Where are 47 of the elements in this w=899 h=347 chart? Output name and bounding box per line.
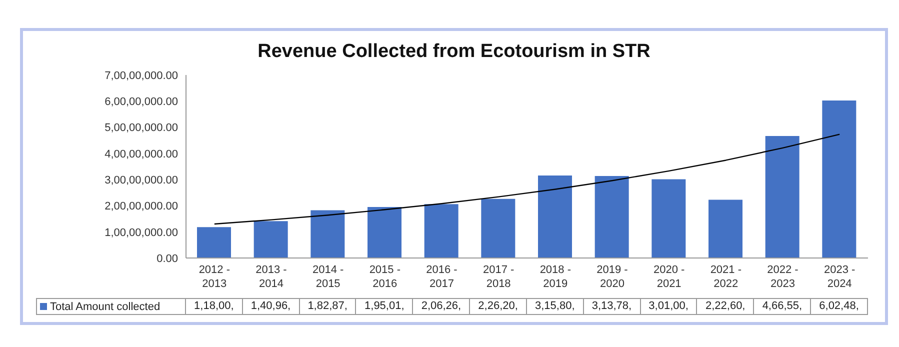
bar — [254, 221, 288, 258]
data-label: 2,26,20, — [470, 298, 527, 315]
x-tick-label: 2019 - 2020 — [596, 264, 628, 290]
y-tick-label: 1,00,00,000.00 — [104, 226, 178, 239]
bar — [424, 204, 458, 258]
x-tick-label: 2012 - 2013 — [198, 264, 230, 290]
y-tick-label: 0.00 — [156, 252, 178, 265]
x-tick-label: 2022 - 2023 — [767, 264, 799, 290]
bar — [765, 136, 800, 258]
y-tick-label: 2,00,00,000.00 — [104, 200, 178, 213]
data-label: 3,01,00, — [640, 298, 698, 315]
bar — [652, 179, 686, 258]
x-tick-label: 2016 - 2017 — [426, 264, 458, 290]
y-tick-label: 6,00,00,000.00 — [104, 96, 178, 108]
data-label: 1,95,01, — [356, 298, 414, 315]
legend-label: Total Amount collected — [50, 300, 160, 312]
data-label: 3,13,78, — [584, 298, 641, 315]
data-label: 1,40,96, — [242, 298, 300, 315]
y-tick-label: 7,00,00,000.00 — [104, 70, 178, 82]
bar — [538, 175, 572, 258]
data-label: 2,22,60, — [697, 298, 754, 315]
x-tick-label: 2018 - 2019 — [540, 264, 572, 290]
x-tick-label: 2017 - 2018 — [482, 264, 515, 290]
bar — [368, 207, 402, 258]
data-label: 1,18,00, — [186, 298, 243, 315]
bar — [822, 100, 856, 258]
x-tick-label: 2014 - 2015 — [312, 264, 344, 290]
y-tick-label: 4,00,00,000.00 — [104, 148, 178, 160]
chart-title: Revenue Collected from Ecotourism in STR — [256, 41, 652, 63]
x-tick-label: 2023 - 2024 — [824, 264, 856, 290]
bar — [197, 227, 231, 258]
x-tick-label: 2015 - 2016 — [369, 264, 401, 290]
data-label: 4,66,55, — [754, 298, 812, 315]
data-label: 2,06,26, — [413, 298, 470, 315]
line-series — [214, 134, 840, 225]
data-label: 3,15,80, — [526, 298, 584, 315]
y-tick-label: 5,00,00,000.00 — [104, 122, 178, 134]
data-label: 1,82,87, — [300, 298, 356, 315]
bar — [594, 176, 629, 258]
x-tick-label: 2013 - 2014 — [256, 264, 288, 290]
y-tick-label: 3,00,00,000.00 — [104, 174, 178, 186]
data-label: 6,02,48, — [811, 298, 868, 315]
x-tick-label: 2021 - 2022 — [710, 264, 742, 290]
bar — [708, 200, 742, 258]
x-tick-label: 2020 - 2021 — [653, 264, 686, 290]
bar — [310, 210, 345, 258]
bar — [481, 198, 516, 258]
